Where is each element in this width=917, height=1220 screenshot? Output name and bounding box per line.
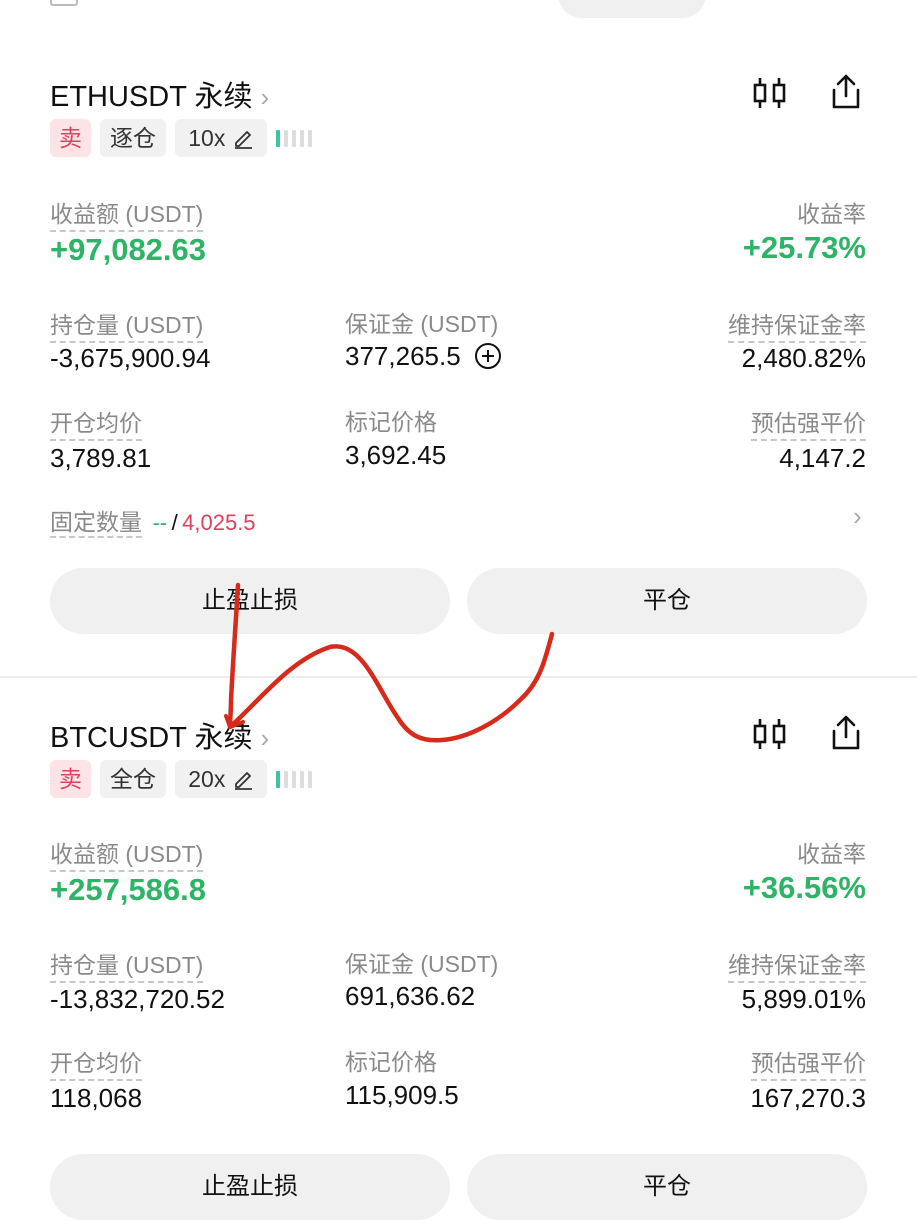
- symbol-title[interactable]: ETHUSDT 永续 ›: [50, 73, 269, 115]
- symbol-label: ETHUSDT 永续: [50, 81, 253, 113]
- maintenance-margin-value: 5,899.01%: [741, 984, 866, 1014]
- edit-pencil-icon: [234, 772, 252, 790]
- maintenance-margin-label[interactable]: 维持保证金率: [728, 306, 866, 343]
- margin-mode-badge[interactable]: 全仓: [100, 760, 166, 798]
- candlestick-chart-icon[interactable]: [752, 76, 788, 110]
- position-size-label[interactable]: 持仓量 (USDT): [50, 306, 204, 343]
- tp-sl-button[interactable]: 止盈止损: [50, 568, 450, 634]
- plus-circle-icon[interactable]: [474, 342, 502, 370]
- chevron-right-icon[interactable]: ›: [853, 501, 862, 531]
- fixed-quantity-tp: --: [152, 510, 168, 535]
- entry-price-value: 118,068: [50, 1083, 143, 1113]
- maintenance-margin-value: 2,480.82%: [741, 343, 866, 373]
- chevron-right-icon: ›: [260, 82, 270, 112]
- close-position-button[interactable]: 平仓: [467, 1154, 867, 1220]
- pnl-label[interactable]: 收益额 (USDT): [50, 835, 204, 872]
- margin-label: 保证金 (USDT): [345, 311, 499, 337]
- mark-price-label: 标记价格: [345, 1049, 437, 1075]
- leverage-badge[interactable]: 10x: [175, 119, 267, 157]
- leverage-risk-indicator: [276, 130, 312, 147]
- entry-price-label[interactable]: 开仓均价: [50, 1044, 142, 1081]
- candlestick-chart-icon[interactable]: [752, 717, 788, 751]
- close-position-button[interactable]: 平仓: [467, 568, 867, 634]
- roe-label: 收益率: [797, 201, 866, 227]
- symbol-label: BTCUSDT 永续: [50, 722, 253, 754]
- maintenance-margin-label[interactable]: 维持保证金率: [728, 946, 866, 983]
- fixed-quantity-label: 固定数量: [50, 509, 142, 538]
- margin-value: 377,265.5: [345, 341, 461, 371]
- pnl-label[interactable]: 收益额 (USDT): [50, 195, 204, 232]
- mark-price-value: 3,692.45: [345, 440, 447, 470]
- top-partial-button[interactable]: [558, 0, 706, 18]
- share-icon[interactable]: [830, 715, 862, 751]
- top-partial-checkbox-icon[interactable]: [50, 0, 78, 6]
- margin-value-row: 377,265.5: [345, 341, 502, 372]
- mark-price-label: 标记价格: [345, 409, 437, 435]
- leverage-risk-indicator: [276, 771, 312, 788]
- liquidation-price-label[interactable]: 预估强平价: [751, 1044, 866, 1081]
- roe-value: +25.73%: [742, 230, 866, 265]
- margin-value: 691,636.62: [345, 981, 476, 1011]
- position-size-value: -3,675,900.94: [50, 343, 211, 373]
- leverage-label: 20x: [188, 766, 226, 792]
- leverage-label: 10x: [188, 125, 226, 151]
- symbol-title[interactable]: BTCUSDT 永续 ›: [50, 714, 269, 756]
- side-badge: 卖: [50, 760, 91, 798]
- pnl-value: +97,082.63: [50, 232, 207, 267]
- edit-pencil-icon: [234, 131, 252, 149]
- tp-sl-button[interactable]: 止盈止损: [50, 1154, 450, 1220]
- entry-price-value: 3,789.81: [50, 443, 152, 473]
- card-divider: [0, 676, 917, 678]
- liquidation-price-label[interactable]: 预估强平价: [751, 404, 866, 441]
- fixed-quantity-separator: /: [171, 510, 178, 535]
- position-size-value: -13,832,720.52: [50, 984, 225, 1014]
- leverage-badge[interactable]: 20x: [175, 760, 267, 798]
- roe-value: +36.56%: [742, 870, 866, 905]
- chevron-right-icon: ›: [260, 723, 270, 753]
- margin-mode-badge[interactable]: 逐仓: [100, 119, 166, 157]
- fixed-quantity-row[interactable]: 固定数量 -- / 4,025.5: [50, 503, 256, 538]
- fixed-quantity-sl: 4,025.5: [182, 510, 256, 535]
- pnl-value: +257,586.8: [50, 872, 207, 907]
- entry-price-label[interactable]: 开仓均价: [50, 404, 142, 441]
- side-badge: 卖: [50, 119, 91, 157]
- position-size-label[interactable]: 持仓量 (USDT): [50, 946, 204, 983]
- liquidation-price-value: 167,270.3: [750, 1083, 866, 1113]
- margin-label: 保证金 (USDT): [345, 951, 499, 977]
- mark-price-value: 115,909.5: [345, 1080, 459, 1110]
- liquidation-price-value: 4,147.2: [779, 443, 866, 473]
- share-icon[interactable]: [830, 74, 862, 110]
- roe-label: 收益率: [797, 841, 866, 867]
